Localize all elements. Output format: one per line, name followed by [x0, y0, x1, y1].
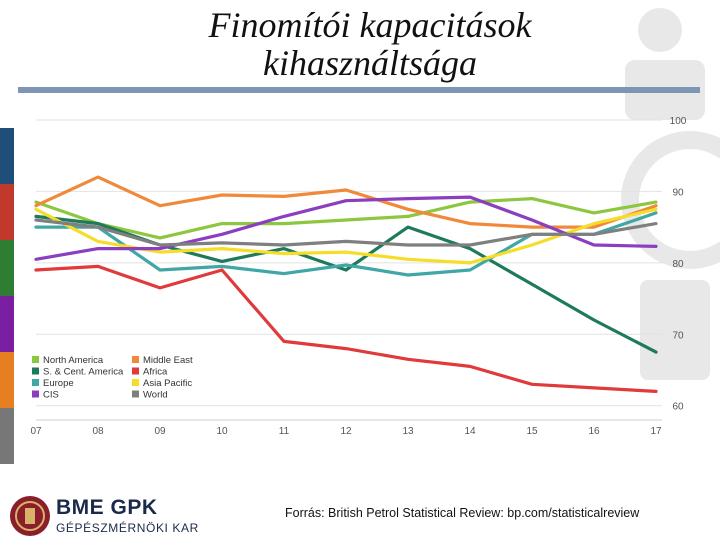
title-line-2: kihasználtsága	[262, 43, 477, 83]
logo-main-text: BME GPK	[56, 496, 158, 519]
source-note: Forrás: British Petrol Statistical Revie…	[285, 506, 640, 520]
legend-label: World	[143, 390, 168, 401]
logo-seal-emblem	[25, 508, 35, 524]
legend-swatch	[132, 356, 139, 363]
legend-label: North America	[43, 355, 104, 366]
title-line-1: Finomítói kapacitások	[208, 5, 532, 45]
x-tick-label: 16	[588, 426, 600, 437]
legend-label: CIS	[43, 390, 59, 401]
x-tick-label: 07	[30, 426, 42, 437]
legend-swatch	[132, 390, 139, 398]
legend-swatch	[132, 379, 139, 386]
side-color-stripes	[0, 128, 14, 466]
x-tick-label: 11	[279, 426, 290, 437]
legend-label: Europe	[43, 378, 74, 389]
legend-swatch	[32, 356, 39, 363]
side-stripe	[0, 408, 14, 464]
legend-label: Middle East	[143, 355, 193, 366]
x-tick-label: 13	[402, 426, 414, 437]
legend-swatch	[32, 390, 39, 398]
y-tick-label: 60	[672, 402, 684, 413]
side-stripe	[0, 184, 14, 240]
series-line	[34, 195, 658, 261]
y-tick-label: 100	[670, 116, 687, 127]
legend-swatch	[32, 367, 39, 375]
legend-swatch	[32, 379, 39, 386]
crest-watermark	[621, 8, 720, 380]
series-line	[34, 218, 658, 247]
side-stripe	[0, 296, 14, 352]
x-tick-label: 10	[216, 426, 228, 437]
side-stripe	[0, 352, 14, 408]
legend-label: Africa	[143, 367, 168, 378]
series-line	[34, 196, 658, 240]
logo-seal-ring	[15, 501, 45, 531]
x-tick-label: 14	[464, 426, 476, 437]
slide-title: Finomítói kapacitások kihasználtsága	[120, 6, 620, 82]
legend-label: Asia Pacific	[143, 378, 192, 389]
y-tick-label: 70	[672, 330, 684, 341]
series-line	[34, 264, 658, 393]
side-stripe	[0, 240, 14, 296]
x-tick-label: 09	[154, 426, 166, 437]
title-underline-bar	[18, 87, 700, 93]
y-tick-label: 90	[672, 187, 684, 198]
legend-swatch	[132, 367, 139, 375]
university-logo	[10, 496, 50, 536]
series-line	[34, 211, 658, 277]
x-tick-label: 17	[650, 426, 662, 437]
side-stripe	[0, 128, 14, 184]
x-tick-label: 08	[92, 426, 104, 437]
logo-sub-text: GÉPÉSZMÉRNÖKI KAR	[56, 521, 199, 535]
x-tick-label: 15	[526, 426, 538, 437]
legend-label: S. & Cent. America	[43, 367, 124, 378]
y-tick-label: 80	[672, 259, 684, 270]
x-tick-label: 12	[340, 426, 352, 437]
line-chart: 100 90 80 70 60 07 08 09 10 11 12 13 14 15 16 17 North A…	[30, 116, 687, 437]
